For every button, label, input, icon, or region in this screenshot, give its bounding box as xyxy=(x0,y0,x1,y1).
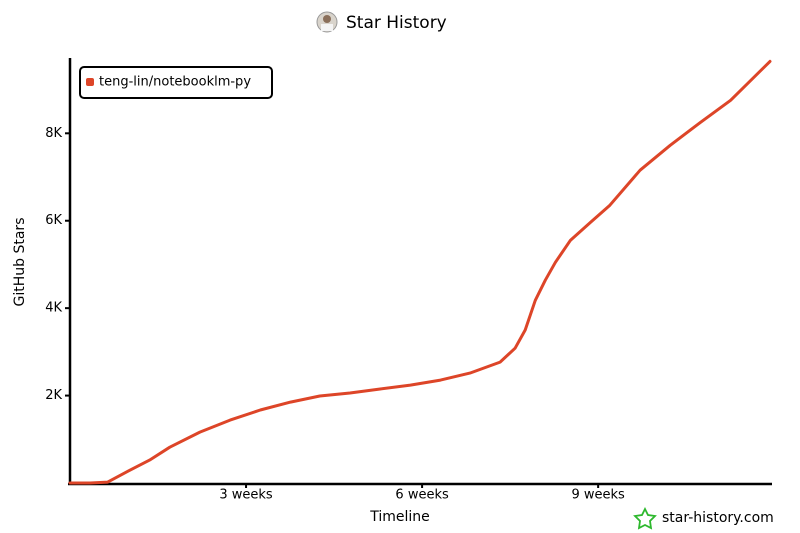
x-axis-label: Timeline xyxy=(369,509,430,525)
chart-title: Star History xyxy=(346,13,447,33)
watermark-text: star-history.com xyxy=(662,510,774,526)
watermark: star-history.com xyxy=(633,506,774,530)
y-tick-label: 8K xyxy=(45,126,62,141)
x-tick-label: 9 weeks xyxy=(571,488,625,503)
x-tick-label: 6 weeks xyxy=(395,488,449,503)
legend-swatch xyxy=(86,78,94,86)
watermark-icon xyxy=(633,506,657,530)
legend-box xyxy=(79,66,273,99)
y-tick-label: 4K xyxy=(45,301,62,316)
series-line xyxy=(68,59,772,485)
y-tick-label: 2K xyxy=(45,388,62,403)
y-axis-label: GitHub Stars xyxy=(12,218,28,307)
x-tick-label: 3 weeks xyxy=(219,488,273,503)
avatar xyxy=(316,11,338,33)
legend: teng-lin/notebooklm-py xyxy=(79,66,273,99)
y-tick-label: 6K xyxy=(45,213,62,228)
legend-label: teng-lin/notebooklm-py xyxy=(99,75,251,90)
